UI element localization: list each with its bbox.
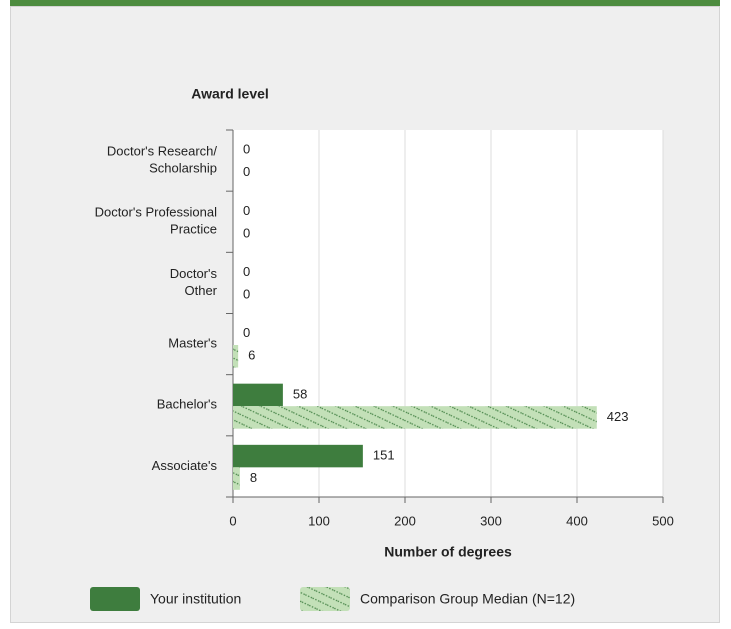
value-label: 0 xyxy=(243,142,250,157)
value-label: 0 xyxy=(243,264,250,279)
x-tick-label: 0 xyxy=(229,513,236,528)
y-tick-label: Doctor's Research/ xyxy=(107,144,218,159)
value-label: 8 xyxy=(250,470,257,485)
value-label: 58 xyxy=(293,386,307,401)
x-tick-label: 400 xyxy=(566,513,588,528)
bar xyxy=(233,406,597,429)
legend-swatch xyxy=(90,587,140,611)
value-label: 423 xyxy=(607,409,629,424)
plot-area xyxy=(233,130,663,497)
y-tick-label: Doctor's Professional xyxy=(95,205,218,220)
value-label: 0 xyxy=(243,164,250,179)
legend-label: Your institution xyxy=(150,591,241,607)
value-label: 151 xyxy=(373,448,395,463)
bar xyxy=(233,383,283,407)
x-tick-label: 500 xyxy=(652,513,674,528)
y-tick-label: Other xyxy=(184,283,217,298)
bar xyxy=(233,444,363,468)
y-tick-label: Associate's xyxy=(152,458,218,473)
value-label: 0 xyxy=(243,203,250,218)
legend-label: Comparison Group Median (N=12) xyxy=(360,591,575,607)
bar xyxy=(233,467,240,490)
value-label: 0 xyxy=(243,225,250,240)
chart-title: Award level xyxy=(191,86,269,102)
x-tick-label: 200 xyxy=(394,513,416,528)
x-tick-label: 100 xyxy=(308,513,330,528)
y-tick-label: Scholarship xyxy=(149,161,217,176)
y-tick-label: Doctor's xyxy=(170,266,218,281)
y-tick-label: Practice xyxy=(170,222,217,237)
value-label: 0 xyxy=(243,287,250,302)
x-tick-label: 300 xyxy=(480,513,502,528)
value-label: 6 xyxy=(248,348,255,363)
x-axis-label: Number of degrees xyxy=(384,544,512,560)
bar xyxy=(233,345,239,368)
legend-swatch xyxy=(300,587,350,611)
top-bar xyxy=(10,0,720,6)
value-label: 0 xyxy=(243,325,250,340)
y-tick-label: Bachelor's xyxy=(157,397,218,412)
y-tick-label: Master's xyxy=(168,336,217,351)
